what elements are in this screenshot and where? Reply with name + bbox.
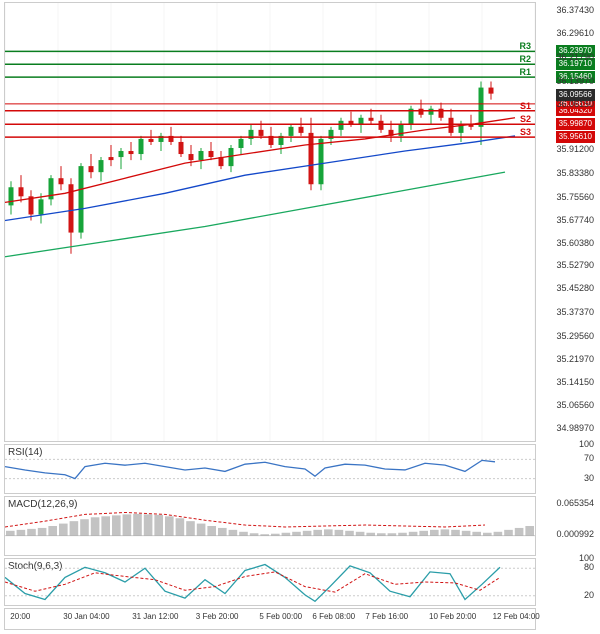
xaxis-label: 6 Feb 08:00 (312, 612, 355, 621)
price-ytick: 35.45280 (556, 283, 594, 293)
price-ytick: 35.67740 (556, 215, 594, 225)
price-ytick: 36.29610 (556, 28, 594, 38)
xaxis-label: 7 Feb 16:00 (365, 612, 408, 621)
price-ytick: 34.98970 (556, 423, 594, 433)
xaxis-label: 3 Feb 20:00 (196, 612, 239, 621)
xaxis-label: 10 Feb 20:00 (429, 612, 476, 621)
price-ytick: 36.13970 (556, 76, 594, 86)
xaxis-label: 20:00 (10, 612, 30, 621)
price-chart-panel[interactable]: R336.23970R236.19710R136.15460S136.04320… (4, 2, 536, 442)
rsi-yaxis: 3070100 (538, 444, 598, 494)
macd-yaxis: 0.0653540.000992 (538, 496, 598, 556)
pivot-R1: R1 (517, 67, 533, 77)
price-ytick: 36.21790 (556, 52, 594, 62)
xaxis-label: 31 Jan 12:00 (132, 612, 178, 621)
rsi-panel[interactable]: RSI(14) (4, 444, 536, 494)
price-ytick: 35.52790 (556, 260, 594, 270)
pivot-S3: S3 (518, 127, 533, 137)
price-ytick: 35.91200 (556, 144, 594, 154)
price-yaxis: 36.37430 36.29610 36.21790 36.13970 36.06150… (538, 2, 598, 442)
pivot-R3: R3 (517, 41, 533, 51)
price-ytick: 35.60380 (556, 238, 594, 248)
stoch-yaxis: 2080100 (538, 558, 598, 606)
price-ytick: 35.75560 (556, 192, 594, 202)
stoch-panel[interactable]: Stoch(9,6,3) (4, 558, 536, 606)
time-axis: 20:00 30 Jan 04:00 31 Jan 12:00 3 Feb 20:00… (4, 608, 536, 630)
price-ytick: 36.37430 (556, 5, 594, 15)
xaxis-label: 30 Jan 04:00 (63, 612, 109, 621)
macd-panel[interactable]: MACD(12,26,9) (4, 496, 536, 556)
pivot-S1: S1 (518, 101, 533, 111)
price-ytick: 35.21970 (556, 354, 594, 364)
price-ytick: 35.06560 (556, 400, 594, 410)
pivot-R2: R2 (517, 54, 533, 64)
price-ytick: 35.29560 (556, 331, 594, 341)
price-ytick: 36.06150 (556, 99, 594, 109)
price-ytick: 35.37370 (556, 307, 594, 317)
pivot-S2: S2 (518, 114, 533, 124)
xaxis-label: 12 Feb 04:00 (493, 612, 540, 621)
xaxis-label: 5 Feb 00:00 (259, 612, 302, 621)
price-ytick: 35.83380 (556, 168, 594, 178)
price-ytick: 35.14150 (556, 377, 594, 387)
